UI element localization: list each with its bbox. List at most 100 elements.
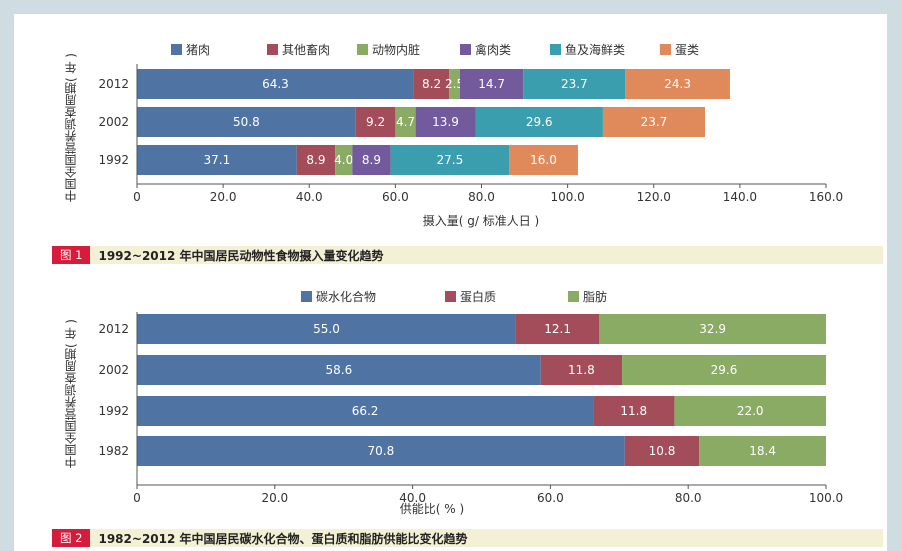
chart1-data-label: 8.9 (362, 153, 381, 167)
chart1-x-tick-label: 40.0 (296, 190, 323, 204)
chart1-bar-segment (335, 145, 353, 175)
chart1-legend-swatch (357, 44, 368, 55)
chart1-category-label: 2002 (98, 115, 129, 129)
chart1-legend-swatch (660, 44, 671, 55)
chart1-legend-swatch (171, 44, 182, 55)
chart1-data-label: 8.9 (306, 153, 325, 167)
chart2-data-label: 32.9 (699, 322, 726, 336)
chart1-data-label: 9.2 (366, 115, 385, 129)
chart-energy-ratio: 碳水化合物 蛋白质 脂肪 2012 55.0 12.1 32.9 2002 58.6 11.8 29… (98, 289, 843, 505)
chart1-legend-swatch (460, 44, 471, 55)
figure-panel: 猪肉 其他畜肉 动物内脏 禽肉类 鱼及海鲜类 蛋类 2012 64.3 8.2 2.5 14.7 23… (14, 14, 887, 551)
chart2-x-tick-label: 40.0 (399, 491, 426, 505)
chart1-data-label: 8.2 (422, 77, 441, 91)
chart1-x-tick-label: 140.0 (723, 190, 757, 204)
chart-animal-food-intake: 猪肉 其他畜肉 动物内脏 禽肉类 鱼及海鲜类 蛋类 2012 64.3 8.2 2.5 14.7 23… (98, 42, 843, 204)
chart1-legend-label: 猪肉 (186, 43, 210, 57)
chart1-x-tick-label: 0 (133, 190, 141, 204)
chart2-x-axis-title: 供能比( % ) (399, 502, 465, 516)
figure1-caption: 图 1 1992~2012 年中国居民动物性食物摄入量变化趋势 (52, 246, 883, 264)
chart2-bar-segment (674, 396, 826, 426)
chart2-bar-segment (137, 355, 541, 385)
chart1-data-label: 29.6 (526, 115, 553, 129)
chart1-bar-segment (395, 107, 416, 137)
chart2-bar-segment (540, 355, 623, 385)
chart1-data-label: 16.0 (530, 153, 557, 167)
chart2-data-label: 11.8 (620, 404, 647, 418)
figure1-caption-text: 1992~2012 年中国居民动物性食物摄入量变化趋势 (98, 248, 384, 263)
chart2-category-label: 2002 (98, 363, 129, 377)
chart2-bar-segment (699, 436, 826, 466)
chart1-x-tick-label: 100.0 (550, 190, 584, 204)
chart1-legend: 猪肉 其他畜肉 动物内脏 禽肉类 鱼及海鲜类 蛋类 (171, 42, 699, 57)
chart1-category-label: 1992 (98, 153, 129, 167)
chart1-data-label: 27.5 (436, 153, 463, 167)
chart2-data-label: 58.6 (326, 363, 353, 377)
chart2-bar-segment (622, 355, 826, 385)
chart1-bar-segment (625, 69, 730, 99)
chart2-legend-label: 碳水化合物 (316, 289, 376, 304)
chart2-bar-segment (624, 436, 700, 466)
figure1-caption-label: 图 1 (52, 246, 91, 264)
chart1-data-label: 23.7 (561, 77, 588, 91)
chart1-x-tick-label: 60.0 (382, 190, 409, 204)
chart2-bar-segment (593, 396, 675, 426)
chart1-bar-segment (459, 69, 524, 99)
chart1-bar-segment (137, 69, 414, 99)
chart1-data-label: 24.3 (664, 77, 691, 91)
chart1-data-label: 2.5 (445, 77, 464, 91)
chart1-bar-segment (415, 107, 476, 137)
figure2-caption-label: 图 2 (52, 529, 91, 547)
chart2-data-label: 29.6 (711, 363, 738, 377)
chart1-bar-segment (390, 145, 510, 175)
chart1-data-label: 4.0 (334, 153, 353, 167)
chart2-legend: 碳水化合物 蛋白质 脂肪 (301, 289, 607, 304)
chart1-data-label: 14.7 (478, 77, 505, 91)
figure2-caption-text: 1982~2012 年中国居民碳水化合物、蛋白质和脂肪供能比变化趋势 (98, 531, 468, 546)
chart1-bar-segment (509, 145, 578, 175)
chart1-category-label: 2012 (98, 77, 129, 91)
chart1-data-label: 50.8 (233, 115, 260, 129)
chart1-x-tick-label: 120.0 (637, 190, 671, 204)
chart1-y-axis-title: 中国全国营养调查周期( 年 ) (64, 53, 78, 203)
chart2-data-label: 55.0 (313, 322, 340, 336)
chart2-legend-swatch (445, 291, 456, 302)
chart1-legend-swatch (550, 44, 561, 55)
chart2-x-tick-label: 0 (133, 491, 141, 505)
chart1-data-label: 64.3 (262, 77, 289, 91)
chart1-legend-label: 动物内脏 (372, 42, 420, 57)
chart2-data-label: 11.8 (568, 363, 595, 377)
chart2-bar-segment (137, 436, 625, 466)
chart1-data-label: 37.1 (204, 153, 231, 167)
chart1-legend-label: 蛋类 (675, 43, 699, 57)
chart1-legend-label: 禽肉类 (475, 42, 511, 57)
chart1-bar-segment (475, 107, 603, 137)
chart2-x-tick-label: 20.0 (261, 491, 288, 505)
chart2-bar-segment (599, 314, 826, 344)
chart1-legend-label: 其他畜肉 (282, 42, 330, 57)
chart1-bar-segment (602, 107, 705, 137)
chart2-legend-label: 蛋白质 (460, 289, 496, 304)
chart1-bar-segment (137, 107, 356, 137)
chart2-category-label: 1992 (98, 404, 129, 418)
chart1-data-label: 13.9 (432, 115, 459, 129)
chart2-data-label: 22.0 (737, 404, 764, 418)
chart1-bar-segment (355, 107, 396, 137)
chart2-bar-segment (137, 396, 594, 426)
chart2-legend-label: 脂肪 (583, 289, 607, 304)
chart2-category-label: 2012 (98, 322, 129, 336)
chart1-bar-segment (296, 145, 336, 175)
chart2-x-tick-label: 60.0 (537, 491, 564, 505)
chart2-category-label: 1982 (98, 444, 129, 458)
chart1-legend-label: 鱼及海鲜类 (565, 42, 625, 57)
chart2-bar-segment (137, 314, 516, 344)
chart2-bar-segment (515, 314, 600, 344)
chart1-x-tick-label: 80.0 (468, 190, 495, 204)
chart1-bar-segment (413, 69, 450, 99)
chart2-data-label: 66.2 (352, 404, 379, 418)
chart2-x-tick-label: 100.0 (809, 491, 843, 505)
chart1-legend-swatch (267, 44, 278, 55)
chart2-data-label: 70.8 (368, 444, 395, 458)
chart1-bar-segment (137, 145, 297, 175)
chart1-x-tick-label: 20.0 (210, 190, 237, 204)
